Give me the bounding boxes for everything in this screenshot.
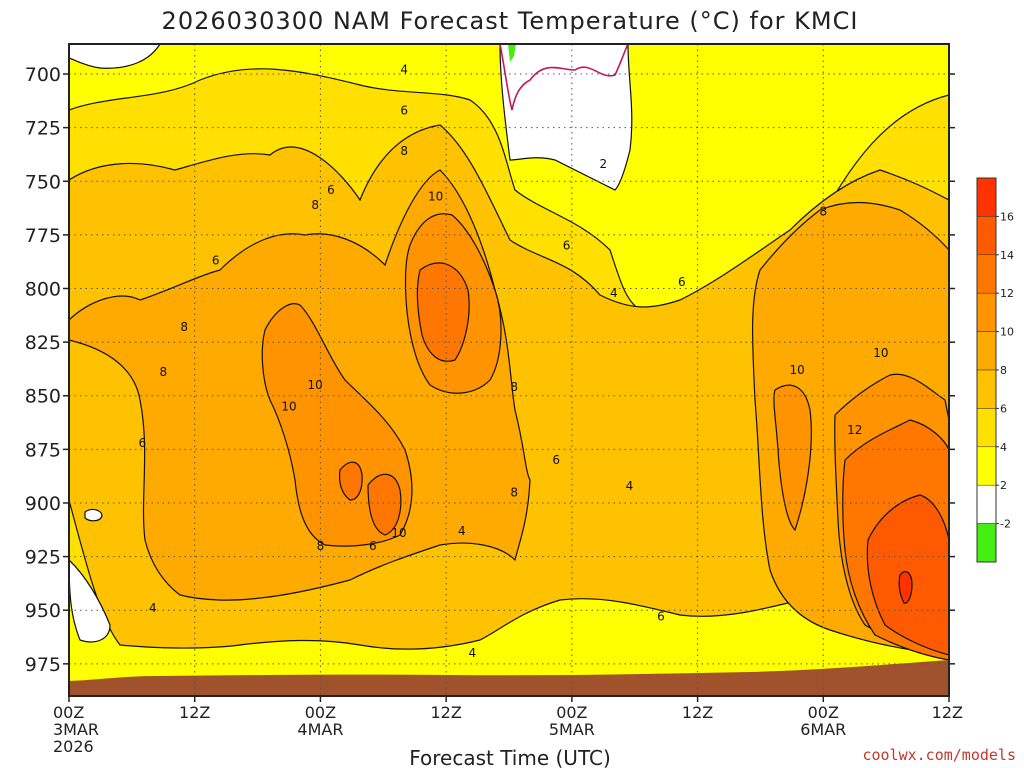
colorbar-label: 6 (1000, 402, 1007, 415)
colorbar-label: 16 (1000, 210, 1014, 223)
x-tick-label: 00Z (808, 703, 839, 722)
contour-label: 10 (281, 399, 296, 413)
contour-label: 6 (139, 436, 147, 450)
temp-band-below-2-nw (69, 44, 161, 69)
colorbar-swatch (976, 446, 997, 486)
contour-label: 6 (212, 254, 220, 268)
contour-label: 10 (789, 363, 804, 377)
contour-label: 12 (847, 423, 862, 437)
y-tick-label: 850 (25, 386, 61, 408)
y-tick-label: 750 (25, 171, 61, 193)
contour-label: 6 (657, 610, 665, 624)
contour-label: 4 (149, 601, 157, 615)
colorbar-swatch (976, 369, 997, 409)
plot-frame (68, 43, 950, 697)
x-tick-label: 12Z (179, 703, 210, 722)
y-tick-label: 700 (25, 64, 61, 86)
colorbar-label: 10 (1000, 326, 1014, 339)
contour-label: 4 (610, 286, 618, 300)
contour-label: 10 (873, 346, 888, 360)
temp-band-12-14 (416, 262, 470, 362)
temp-band-below-2 (499, 44, 633, 191)
contour-label: 2 (599, 157, 607, 171)
gridlines (69, 44, 949, 696)
y-tick-label: 775 (25, 225, 61, 247)
contour-label: 10 (391, 526, 406, 540)
x-tick-label: 6MAR (800, 720, 846, 739)
y-tick-label: 725 (25, 118, 61, 140)
colorbar-swatch (976, 484, 997, 524)
colorbar-label: 8 (1000, 364, 1007, 377)
contour-label: 8 (317, 539, 325, 553)
y-tick-label: 925 (25, 547, 61, 569)
contour-label: 6 (400, 103, 408, 117)
colorbar-label: 4 (1000, 441, 1007, 454)
colorbar-swatch (976, 408, 997, 448)
y-tick-label: 825 (25, 332, 61, 354)
temp-band-16-18 (898, 571, 913, 604)
contour-label: 6 (369, 539, 377, 553)
colorbar: 16 14 12 10 8 6 4 2 -2 (976, 177, 1014, 563)
x-tick-label: 5MAR (549, 720, 595, 739)
x-tick-label: 12Z (932, 703, 963, 722)
y-tick-label: 950 (25, 600, 61, 622)
contour-label: 10 (308, 378, 323, 392)
y-tick-label: 875 (25, 439, 61, 461)
contour-label: 4 (469, 646, 477, 660)
contour-label: 8 (159, 365, 167, 379)
contour-label: 8 (311, 198, 319, 212)
credit-text: coolwx.com/models (862, 746, 1016, 764)
colorbar-label: 2 (1000, 479, 1007, 492)
x-tick-label: 4MAR (297, 720, 343, 739)
colorbar-swatch (976, 216, 997, 256)
contour-label: 6 (552, 453, 560, 467)
chart-title: 2026030300 NAM Forecast Temperature (°C)… (162, 7, 859, 35)
y-tick-label: 900 (25, 493, 61, 515)
y-tick-label: 800 (25, 279, 61, 301)
contour-label: 6 (563, 239, 571, 253)
x-tick-label: 00Z (305, 703, 336, 722)
contour-label: 6 (678, 275, 686, 289)
contour-label: 8 (819, 204, 827, 218)
x-tick-label: 00Z (53, 703, 84, 722)
colorbar-swatch (976, 523, 997, 563)
colorbar-label: 12 (1000, 287, 1014, 300)
contour-label: 4 (626, 479, 634, 493)
contour-label: 8 (180, 320, 188, 334)
colorbar-swatch (976, 254, 997, 294)
contour-label: 4 (400, 63, 408, 77)
temp-band-below-2-w (69, 559, 111, 643)
colorbar-swatch (976, 331, 997, 371)
x-tick-label: 12Z (682, 703, 713, 722)
colorbar-label: 14 (1000, 249, 1014, 262)
x-tick-label: 2026 (53, 737, 94, 756)
colorbar-swatch (976, 177, 997, 217)
colorbar-swatch (976, 292, 997, 332)
x-tick-label: 3MAR (53, 720, 99, 739)
contour-label: 4 (458, 524, 466, 538)
x-axis-label: Forecast Time (UTC) (409, 746, 611, 768)
contour-label: 6 (327, 183, 335, 197)
ground (69, 660, 949, 696)
contour-label: 8 (510, 380, 518, 394)
y-tick-label: 975 (25, 654, 61, 676)
temp-band-below-2-small (84, 508, 103, 522)
temp-band-below-minus-2 (508, 44, 516, 62)
colorbar-label: -2 (1000, 518, 1011, 531)
y-axis: 700 725 750 775 800 825 850 875 900 925 950 975 (25, 64, 955, 676)
contour-label: 8 (510, 485, 518, 499)
x-tick-label: 12Z (430, 703, 461, 722)
x-tick-label: 00Z (556, 703, 587, 722)
contour-label: 8 (400, 144, 408, 158)
contour-label: 10 (428, 189, 443, 203)
zero-isotherm (499, 44, 629, 111)
temp-band-12-14-lower (338, 461, 402, 536)
